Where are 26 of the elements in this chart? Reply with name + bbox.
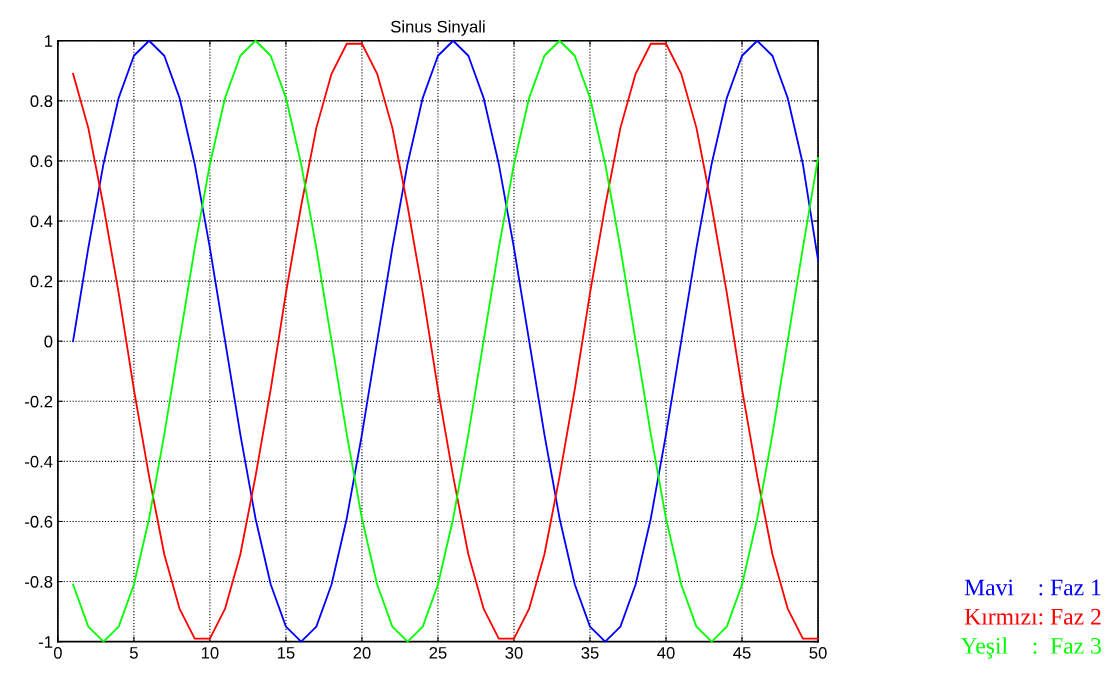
- y-tick-label: -0.6: [25, 515, 53, 528]
- y-tick-label: 0.4: [30, 215, 53, 228]
- y-tick-label: -0.2: [25, 395, 53, 408]
- x-tick-label: 25: [429, 646, 447, 659]
- y-tick-label: -0.4: [25, 455, 53, 468]
- chart-title: Sinus Sinyali: [391, 20, 485, 36]
- y-tick-label: 0.2: [30, 275, 53, 288]
- x-tick-label: 50: [809, 646, 827, 659]
- y-tick-label: -1: [38, 636, 53, 648]
- x-tick-label: 5: [129, 647, 138, 659]
- y-tick-label: 0.8: [30, 95, 53, 108]
- x-tick-label: 45: [733, 647, 751, 659]
- text: Yeşil : Faz 3: [960, 637, 1101, 659]
- x-tick-label: 15: [277, 647, 295, 659]
- text: Kırmızı: Faz 2: [964, 608, 1101, 625]
- x-tick-label: 0: [53, 646, 62, 659]
- x-tick-label: 35: [581, 646, 599, 659]
- x-tick-label: 40: [657, 646, 675, 659]
- x-tick-label: 30: [505, 646, 523, 659]
- y-tick-label: 0.6: [30, 155, 53, 168]
- text: Mavi : Faz 1: [964, 579, 1101, 596]
- y-tick-label: 0: [44, 335, 53, 348]
- x-tick-label: 20: [353, 646, 371, 659]
- y-tick-label: -0.8: [25, 575, 53, 588]
- x-tick-label: 10: [201, 646, 219, 659]
- y-tick-label: 1: [45, 35, 53, 47]
